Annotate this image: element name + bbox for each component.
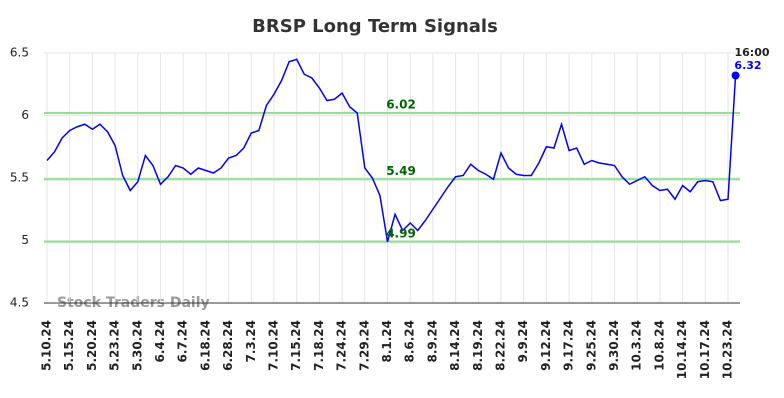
last-value: 6.32 bbox=[734, 59, 761, 72]
y-tick-label: 6 bbox=[21, 108, 29, 122]
x-tick-label: 9.9.24 bbox=[516, 320, 530, 363]
x-tick-label: 10.3.24 bbox=[630, 320, 644, 371]
signal-label: 5.49 bbox=[386, 164, 416, 178]
y-tick-label: 6.5 bbox=[10, 46, 29, 60]
x-tick-label: 8.6.24 bbox=[403, 320, 417, 363]
signal-label: 6.02 bbox=[386, 98, 416, 112]
x-tick-label: 7.3.24 bbox=[244, 320, 258, 363]
x-tick-label: 9.12.24 bbox=[539, 320, 553, 371]
x-tick-label: 8.19.24 bbox=[471, 320, 485, 371]
y-tick-label: 4.5 bbox=[10, 296, 29, 310]
x-tick-label: 7.24.24 bbox=[335, 320, 349, 371]
x-tick-label: 6.28.24 bbox=[221, 320, 235, 371]
x-tick-label: 5.15.24 bbox=[62, 320, 76, 371]
x-tick-label: 8.9.24 bbox=[425, 320, 439, 363]
x-tick-label: 6.4.24 bbox=[153, 320, 167, 363]
price-line bbox=[46, 58, 737, 242]
x-tick-label: 8.1.24 bbox=[380, 320, 394, 363]
x-tick-label: 10.8.24 bbox=[652, 320, 666, 371]
y-tick-label: 5.5 bbox=[10, 171, 29, 185]
x-tick-label: 9.30.24 bbox=[607, 320, 621, 371]
last-time: 16:00 bbox=[734, 46, 769, 59]
x-tick-label: 8.22.24 bbox=[494, 320, 508, 371]
x-tick-label: 10.23.24 bbox=[721, 320, 735, 379]
x-tick-label: 8.14.24 bbox=[448, 320, 462, 371]
x-tick-label: 9.17.24 bbox=[562, 320, 576, 371]
x-tick-label: 7.18.24 bbox=[312, 320, 326, 371]
x-tick-label: 10.17.24 bbox=[698, 320, 712, 379]
x-tick-label: 5.23.24 bbox=[108, 320, 122, 371]
y-tick-label: 5 bbox=[21, 233, 29, 247]
x-tick-label: 5.10.24 bbox=[40, 320, 54, 371]
x-tick-label: 10.14.24 bbox=[675, 320, 689, 379]
x-tick-label: 6.7.24 bbox=[176, 320, 190, 363]
x-tick-label: 7.10.24 bbox=[267, 320, 281, 371]
last-point bbox=[731, 71, 740, 80]
signal-label: 4.99 bbox=[386, 226, 416, 240]
x-tick-label: 7.15.24 bbox=[289, 320, 303, 371]
chart-title: BRSP Long Term Signals bbox=[252, 16, 498, 37]
x-tick-label: 7.29.24 bbox=[357, 320, 371, 371]
x-tick-label: 5.30.24 bbox=[130, 320, 144, 371]
x-tick-label: 5.20.24 bbox=[85, 320, 99, 371]
x-tick-label: 9.25.24 bbox=[584, 320, 598, 371]
x-tick-label: 6.18.24 bbox=[198, 320, 212, 371]
